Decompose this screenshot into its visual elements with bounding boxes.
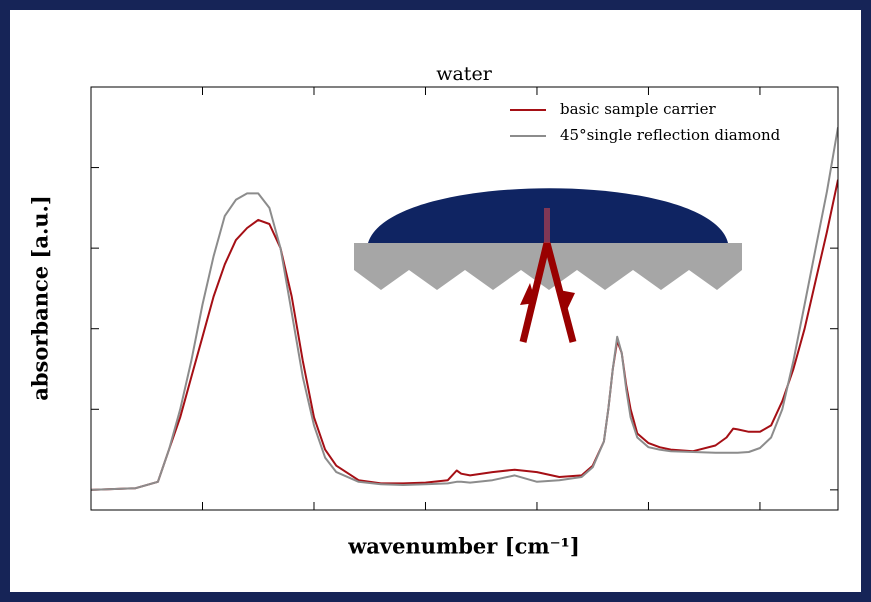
panel — [10, 10, 861, 592]
plot-border — [90, 86, 839, 511]
evanescent — [544, 208, 550, 243]
crystal — [354, 243, 742, 290]
legend-label: basic sample carrier — [560, 100, 716, 118]
arrow-head — [559, 290, 575, 312]
series-line — [91, 127, 838, 491]
arrow-head — [520, 283, 536, 305]
plot-area: 40003500300025002000150010000.00.10.20.3… — [91, 87, 838, 510]
illustration — [354, 188, 742, 343]
chart-title: water — [436, 63, 492, 85]
y-axis-label: absorbance [a.u.] — [28, 195, 53, 401]
series-line — [91, 179, 838, 491]
x-axis-label: wavenumber [cm⁻¹] — [347, 534, 580, 559]
legend-label: 45°single reflection diamond — [560, 126, 781, 144]
